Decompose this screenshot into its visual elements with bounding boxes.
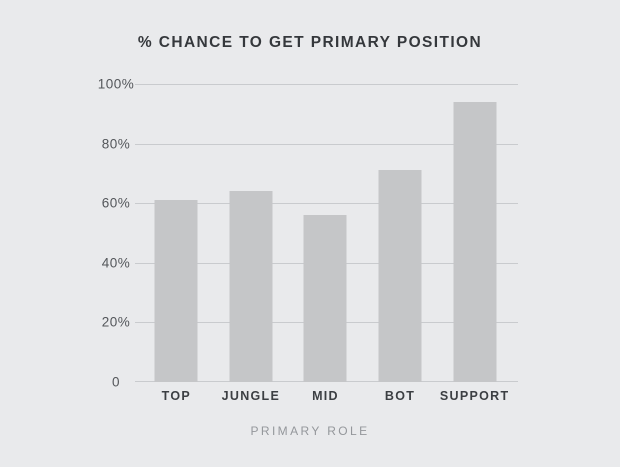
x-label-top: TOP bbox=[161, 389, 191, 403]
chart-title: % CHANCE TO GET PRIMARY POSITION bbox=[137, 34, 483, 51]
y-tick-label-40: 40% bbox=[101, 255, 131, 271]
bar-mid bbox=[303, 215, 347, 382]
y-tick-label-100: 100% bbox=[97, 76, 135, 92]
y-axis: 100% 80% 60% 40% 20% 0 bbox=[84, 77, 148, 390]
y-tick-label-60: 60% bbox=[101, 195, 131, 211]
y-tick-label-80: 80% bbox=[101, 136, 131, 152]
bar-jungle bbox=[229, 191, 273, 382]
gridline-80 bbox=[135, 143, 518, 145]
x-axis-labels: TOP JUNGLE MID BOT SUPPORT bbox=[139, 389, 512, 403]
x-label-support: SUPPORT bbox=[439, 389, 510, 403]
bar-bot bbox=[378, 170, 422, 382]
bar-top bbox=[154, 200, 198, 382]
bar-support bbox=[453, 101, 497, 382]
bar-column-support bbox=[437, 84, 512, 382]
bar-column-mid bbox=[288, 84, 363, 382]
x-axis-title: PRIMARY ROLE bbox=[250, 424, 370, 438]
x-label-jungle: JUNGLE bbox=[221, 389, 281, 403]
x-label-mid: MID bbox=[312, 389, 339, 403]
y-tick-label-0: 0 bbox=[111, 374, 120, 390]
y-tick-label-20: 20% bbox=[101, 314, 131, 330]
bar-column-bot bbox=[363, 84, 438, 382]
x-label-bot: BOT bbox=[384, 389, 416, 403]
gridline-60 bbox=[135, 203, 518, 205]
bars-group bbox=[139, 84, 512, 382]
gridline-100 bbox=[135, 84, 518, 85]
plot-area bbox=[135, 84, 518, 382]
bar-column-top bbox=[139, 84, 214, 382]
bar-column-jungle bbox=[214, 84, 289, 382]
